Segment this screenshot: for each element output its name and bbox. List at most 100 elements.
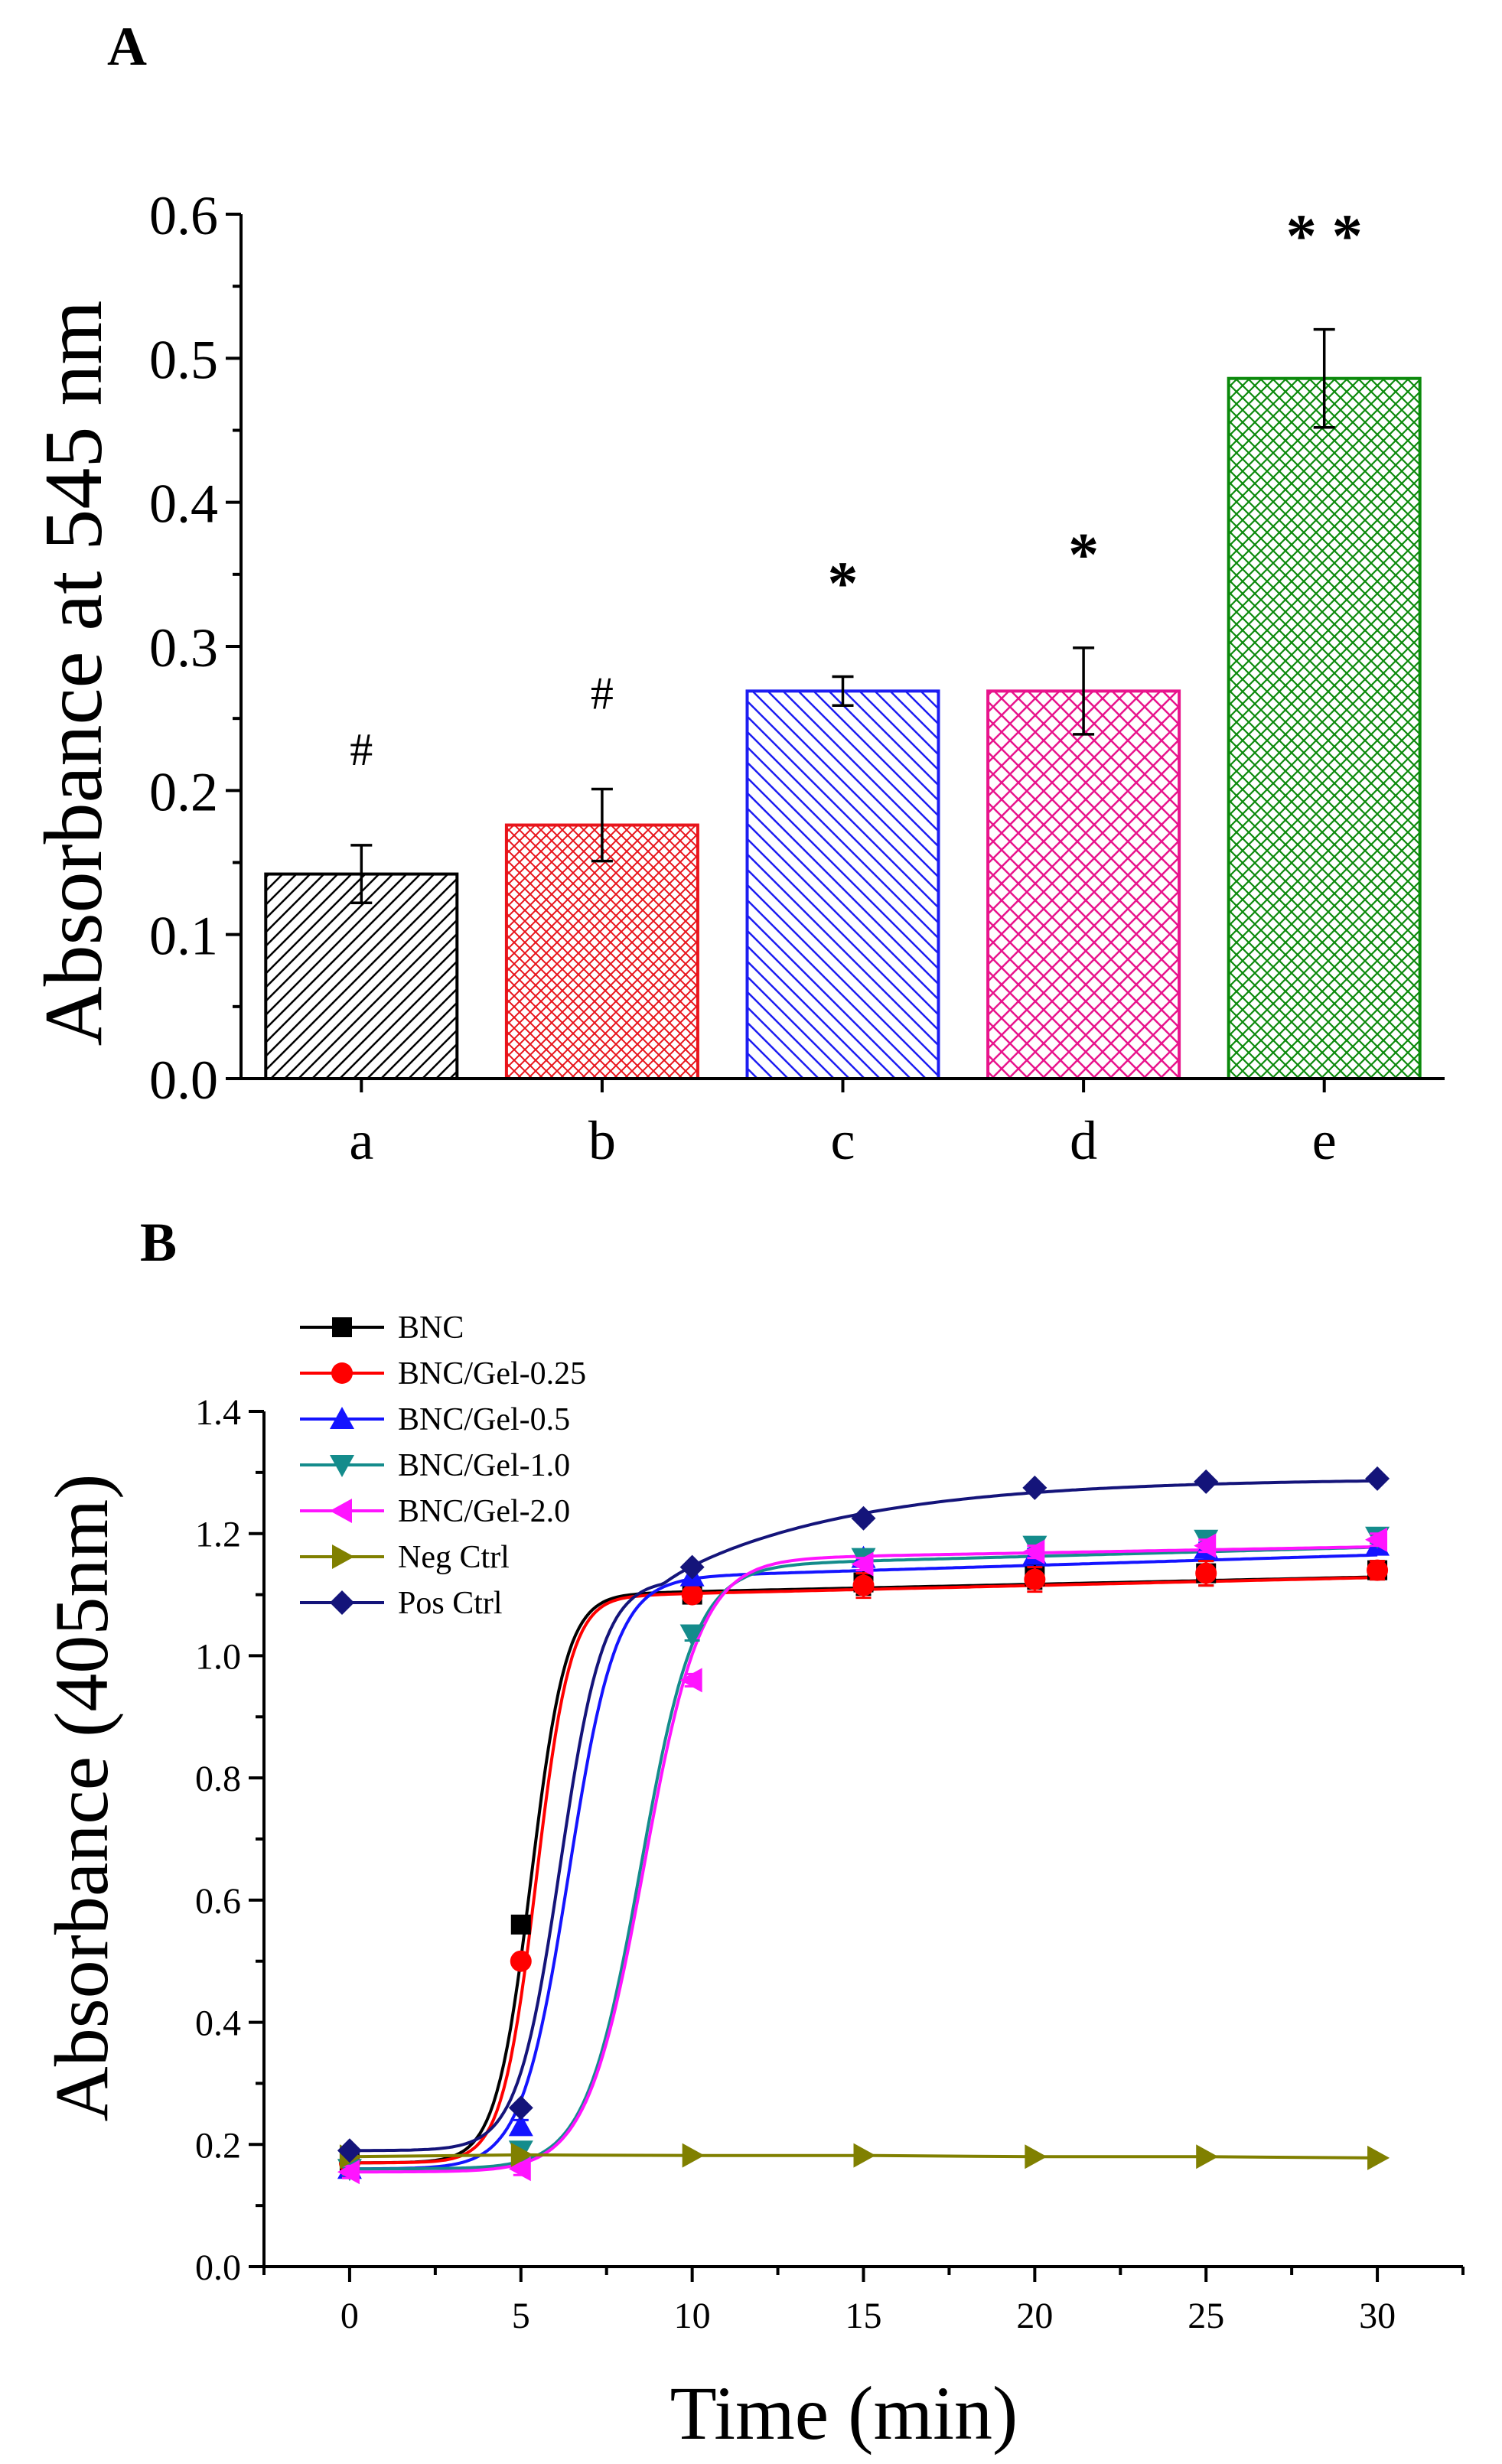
panel-a-bars: # # * * * * — [264, 203, 1422, 1081]
data-point-bnc-gel-0-25 — [1024, 1568, 1046, 1590]
legend-item-bnc-gel-0-5: BNC/Gel-0.5 — [300, 1402, 570, 1437]
legend-item-bnc-gel-2-0: BNC/Gel-2.0 — [300, 1494, 570, 1529]
significance-label-a: # — [350, 724, 373, 775]
x-tick-label: 10 — [674, 2296, 711, 2336]
data-point-pos-ctrl — [1194, 1469, 1219, 1494]
data-point-bnc-gel-2-0 — [679, 1668, 702, 1693]
x-tick-label: 15 — [845, 2296, 882, 2336]
data-point-neg-ctrl — [682, 2143, 705, 2168]
data-point-neg-ctrl — [1196, 2144, 1219, 2169]
data-point-bnc-gel-2-0 — [1022, 1539, 1045, 1564]
legend-swatch-marker — [330, 1455, 354, 1477]
panel-b-letter: B — [140, 1212, 177, 1273]
series-line-bnc-gel-2-0 — [349, 1545, 1378, 2174]
x-tick-label: 0 — [340, 2296, 359, 2336]
y-tick-label: 1.4 — [195, 1392, 241, 1433]
legend-item-bnc-gel-0-25: BNC/Gel-0.25 — [300, 1356, 586, 1391]
y-tick-label: 0.0 — [195, 2248, 241, 2288]
error-bar-b — [591, 787, 613, 863]
y-tick-label: 1.2 — [195, 1515, 241, 1555]
data-point-bnc-gel-0-25 — [510, 1950, 532, 1972]
data-point-bnc-gel-2-0 — [508, 2156, 531, 2182]
data-point-pos-ctrl — [851, 1505, 876, 1531]
legend-swatch-marker — [332, 1544, 354, 1569]
y-tick-label: 0.2 — [149, 761, 218, 822]
bar-e — [1227, 376, 1422, 1080]
panel-a-ylabel: Absorbance at 545 nm — [28, 301, 119, 1046]
data-point-neg-ctrl — [1025, 2144, 1047, 2169]
y-tick-label: 0.4 — [149, 474, 218, 535]
data-point-neg-ctrl — [1367, 2145, 1390, 2170]
y-tick-label: 0.2 — [195, 2125, 241, 2166]
data-point-neg-ctrl — [853, 2143, 876, 2168]
data-point-bnc-gel-0-25 — [1195, 1562, 1217, 1584]
panel-b: B Absorbance (405nm) Time (min) 0.00.20.… — [39, 1212, 1465, 2456]
legend-item-bnc: BNC — [300, 1310, 464, 1346]
y-tick-label: 0.3 — [149, 617, 218, 679]
x-tick-label-e: e — [1312, 1110, 1337, 1171]
error-bar-e — [1313, 327, 1335, 429]
x-tick-label-d: d — [1070, 1110, 1097, 1171]
error-bar-c — [832, 675, 854, 707]
legend-swatch-marker — [330, 1407, 354, 1429]
y-tick-label: 0.6 — [195, 1881, 241, 1922]
data-point-bnc-gel-2-0 — [1365, 1527, 1388, 1552]
x-tick-label-a: a — [349, 1110, 373, 1171]
data-point-bnc-gel-0-25 — [1367, 1559, 1389, 1581]
x-tick-label-c: c — [831, 1110, 855, 1171]
series-line-bnc-gel-0-5 — [349, 1553, 1378, 2171]
y-tick-label: 0.8 — [195, 1759, 241, 1799]
data-point-pos-ctrl — [337, 2138, 362, 2163]
legend-item-pos-ctrl: Pos Ctrl — [300, 1586, 503, 1621]
panel-b-markers — [337, 1466, 1390, 2185]
error-bar-a — [350, 844, 373, 904]
legend-label: BNC — [398, 1310, 464, 1346]
legend-label: BNC/Gel-2.0 — [398, 1494, 570, 1529]
legend-label: BNC/Gel-1.0 — [398, 1448, 570, 1483]
panel-b-legend: BNC BNC/Gel-0.25 BNC/Gel-0.5 BNC/Gel-1.0 BNC… — [300, 1310, 586, 1621]
data-point-pos-ctrl — [508, 2095, 533, 2121]
data-point-neg-ctrl — [510, 2142, 533, 2167]
y-tick-label: 0.6 — [149, 185, 218, 246]
data-point-pos-ctrl — [1365, 1466, 1390, 1491]
data-point-bnc-gel-0-5 — [508, 2114, 533, 2137]
legend-swatch-marker — [330, 1590, 354, 1615]
legend-label: Neg Ctrl — [398, 1540, 510, 1575]
series-line-bnc-gel-0-25 — [349, 1576, 1378, 2165]
data-point-bnc-gel-0-25 — [852, 1574, 875, 1597]
bar-a — [264, 872, 459, 1080]
significance-label-b: # — [591, 668, 614, 718]
legend-item-neg-ctrl: Neg Ctrl — [300, 1540, 510, 1575]
error-bar-d — [1073, 646, 1095, 736]
panel-a-letter: A — [107, 16, 147, 77]
data-point-bnc-gel-1-0 — [679, 1624, 705, 1647]
bar-c — [745, 689, 940, 1081]
y-tick-label: 0.1 — [149, 906, 218, 967]
data-point-bnc-gel-2-0 — [851, 1551, 874, 1577]
series-line-bnc-gel-1-0 — [349, 1545, 1378, 2171]
data-point-bnc — [510, 1914, 531, 1935]
legend-item-bnc-gel-1-0: BNC/Gel-1.0 — [300, 1448, 570, 1483]
legend-label: BNC/Gel-0.25 — [398, 1356, 586, 1391]
significance-label-c: * — [828, 551, 859, 618]
legend-label: Pos Ctrl — [398, 1586, 503, 1621]
x-tick-label: 20 — [1016, 2296, 1053, 2336]
legend-label: BNC/Gel-0.5 — [398, 1402, 570, 1437]
legend-swatch-marker — [331, 1362, 353, 1384]
data-point-bnc-gel-2-0 — [337, 2160, 360, 2185]
data-point-pos-ctrl — [679, 1554, 705, 1580]
significance-label-e: * * — [1286, 203, 1363, 271]
series-line-bnc — [349, 1575, 1378, 2165]
data-point-bnc-gel-2-0 — [1194, 1533, 1217, 1558]
y-tick-label: 0.4 — [195, 2003, 241, 2044]
panel-b-xlabel: Time (min) — [670, 2371, 1018, 2456]
significance-label-d: * — [1068, 522, 1099, 589]
data-point-pos-ctrl — [1022, 1475, 1047, 1500]
x-tick-label-b: b — [588, 1110, 616, 1171]
x-tick-label: 30 — [1359, 2296, 1396, 2336]
x-tick-label: 5 — [512, 2296, 530, 2336]
panel-a-axes: a b c d e 0.0 0.1 0.2 0.3 0.4 0.5 0.6 — [149, 185, 1445, 1171]
legend-swatch-marker — [332, 1317, 352, 1337]
bar-b — [504, 823, 699, 1080]
